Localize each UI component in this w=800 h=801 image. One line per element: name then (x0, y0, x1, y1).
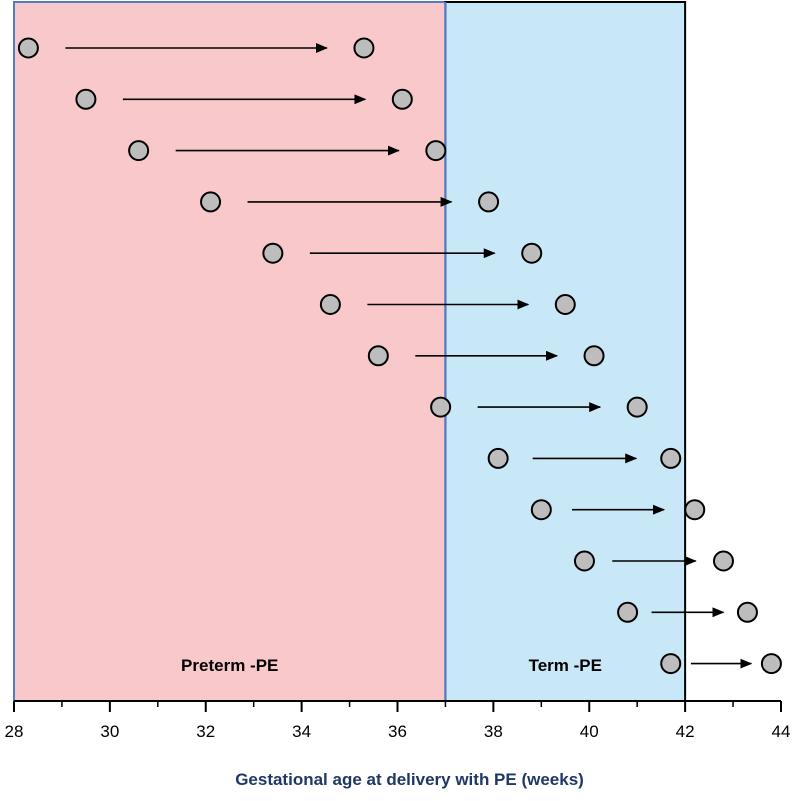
point-end (425, 140, 447, 162)
point-end (391, 88, 413, 110)
x-tick-label: 30 (100, 722, 119, 741)
point-start (530, 499, 552, 521)
x-tick-label: 28 (5, 722, 24, 741)
x-tick-label: 40 (580, 722, 599, 741)
point-start (17, 37, 39, 59)
x-tick-label: 36 (388, 722, 407, 741)
point-start (573, 550, 595, 572)
region-label: Term -PE (529, 656, 602, 675)
point-end (554, 294, 576, 315)
point-start (75, 88, 97, 110)
point-start (430, 396, 452, 418)
point-start (319, 294, 341, 315)
point-end (583, 345, 605, 367)
point-end (736, 601, 758, 623)
point-start (128, 140, 150, 162)
x-tick-label: 32 (196, 722, 215, 741)
region-label: Preterm -PE (181, 656, 278, 675)
point-end (353, 37, 375, 59)
point-start (200, 191, 222, 213)
point-start (660, 653, 682, 675)
point-end (760, 653, 782, 675)
point-start (367, 345, 389, 367)
regions-layer (13, 1, 687, 702)
x-tick-label: 34 (292, 722, 311, 741)
point-end (660, 447, 682, 469)
point-start (262, 242, 284, 264)
point-start (487, 447, 509, 469)
x-tick-label: 42 (676, 722, 695, 741)
pairs-layer (17, 37, 782, 675)
point-end (521, 242, 543, 264)
x-tick-label: 44 (772, 722, 791, 741)
point-end (712, 550, 734, 572)
region-term (444, 1, 687, 702)
x-tick-label: 38 (484, 722, 503, 741)
point-end (684, 499, 706, 521)
region-labels-layer: Preterm -PE Term -PE (181, 656, 602, 675)
x-axis-title: Gestational age at delivery with PE (wee… (235, 770, 584, 789)
x-axis: 28 30 32 34 36 38 40 42 44 (5, 700, 791, 741)
point-end (626, 396, 648, 418)
point-start (617, 601, 639, 623)
point-end (478, 191, 500, 213)
